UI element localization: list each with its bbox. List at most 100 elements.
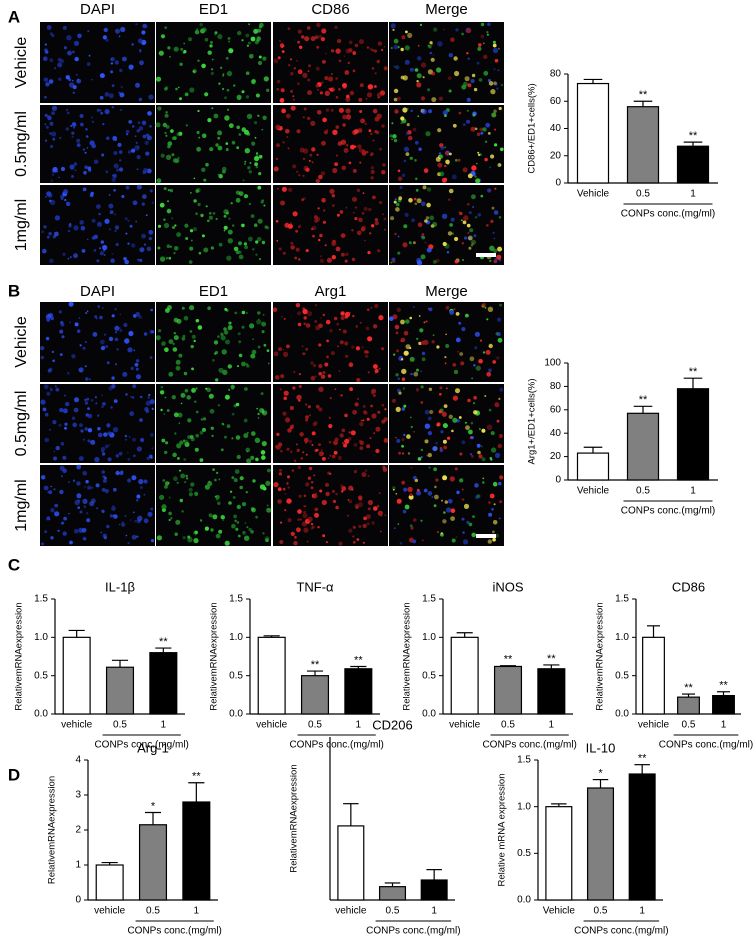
cell bbox=[118, 523, 121, 526]
cell bbox=[245, 71, 250, 75]
cell bbox=[224, 115, 230, 121]
cell bbox=[353, 470, 357, 474]
cell bbox=[59, 136, 62, 140]
y-tick-label: 80 bbox=[550, 381, 562, 392]
cell bbox=[74, 322, 79, 327]
cell bbox=[340, 233, 346, 239]
cell bbox=[142, 23, 147, 29]
cell bbox=[420, 108, 425, 113]
cell bbox=[256, 38, 260, 42]
cell bbox=[349, 387, 353, 391]
cell bbox=[381, 170, 386, 175]
cell bbox=[211, 107, 214, 110]
cell bbox=[372, 324, 378, 329]
cell bbox=[295, 303, 301, 308]
cell bbox=[172, 342, 175, 345]
cell bbox=[83, 438, 85, 441]
y-tick-label: 20 bbox=[550, 451, 562, 462]
cell bbox=[143, 332, 148, 336]
cell bbox=[455, 388, 460, 394]
cell bbox=[317, 88, 319, 91]
cell bbox=[356, 230, 362, 236]
cell bbox=[101, 452, 106, 456]
cell bbox=[273, 482, 279, 488]
cell bbox=[62, 408, 68, 414]
cell bbox=[383, 438, 389, 443]
cell bbox=[324, 76, 329, 81]
cell bbox=[195, 189, 200, 194]
cell bbox=[172, 452, 177, 458]
cell bbox=[464, 236, 468, 240]
cell bbox=[261, 240, 266, 245]
cell bbox=[92, 332, 98, 337]
cell bbox=[79, 510, 83, 514]
cell bbox=[101, 405, 104, 409]
cell bbox=[453, 369, 459, 375]
cell bbox=[482, 481, 485, 484]
cell bbox=[335, 492, 338, 496]
cell bbox=[380, 530, 382, 533]
cell bbox=[231, 386, 235, 390]
cell bbox=[164, 131, 167, 135]
cell bbox=[73, 407, 79, 413]
cell bbox=[498, 106, 502, 111]
cell bbox=[151, 447, 154, 450]
cell bbox=[476, 132, 481, 136]
cell bbox=[297, 40, 300, 44]
cell bbox=[108, 336, 114, 342]
cell bbox=[345, 114, 352, 120]
cell bbox=[52, 359, 56, 362]
cell bbox=[125, 185, 130, 190]
cell bbox=[57, 529, 60, 532]
cell bbox=[209, 44, 213, 48]
column-header: DAPI bbox=[80, 283, 115, 300]
cell bbox=[395, 436, 397, 439]
cell bbox=[108, 444, 110, 446]
cell bbox=[352, 535, 355, 538]
cell bbox=[490, 447, 497, 453]
cell bbox=[250, 214, 255, 219]
cell bbox=[368, 129, 372, 133]
cell bbox=[185, 124, 188, 127]
cell bbox=[117, 142, 122, 147]
cell bbox=[244, 162, 246, 165]
cell bbox=[257, 218, 263, 224]
cell bbox=[245, 491, 248, 494]
cell bbox=[236, 454, 241, 460]
cell bbox=[120, 470, 124, 473]
cell bbox=[122, 521, 124, 524]
cell bbox=[49, 428, 51, 431]
cell bbox=[471, 532, 477, 538]
cell bbox=[403, 487, 408, 492]
cell bbox=[479, 127, 484, 132]
cell bbox=[196, 146, 202, 152]
cell bbox=[178, 422, 181, 425]
y-tick-label: 40 bbox=[550, 123, 562, 134]
cell bbox=[497, 164, 500, 166]
cell bbox=[260, 200, 264, 204]
bar bbox=[676, 145, 710, 184]
cell bbox=[314, 449, 318, 453]
cell bbox=[126, 133, 129, 136]
cell bbox=[452, 363, 457, 367]
cell bbox=[259, 22, 264, 28]
cell bbox=[99, 247, 101, 250]
cell bbox=[296, 129, 301, 134]
cell bbox=[115, 470, 120, 476]
cell bbox=[318, 364, 323, 369]
cell bbox=[78, 456, 84, 461]
cell bbox=[290, 531, 295, 537]
cell bbox=[359, 83, 364, 88]
cell bbox=[486, 424, 493, 430]
cell bbox=[305, 453, 308, 456]
cell bbox=[162, 479, 166, 482]
cell bbox=[247, 166, 251, 170]
cell bbox=[241, 39, 244, 42]
cell bbox=[103, 254, 106, 256]
cell bbox=[238, 353, 243, 358]
cell bbox=[179, 498, 183, 503]
cell bbox=[189, 246, 194, 251]
cell bbox=[357, 398, 359, 400]
cell bbox=[448, 198, 451, 201]
cell bbox=[253, 28, 259, 34]
